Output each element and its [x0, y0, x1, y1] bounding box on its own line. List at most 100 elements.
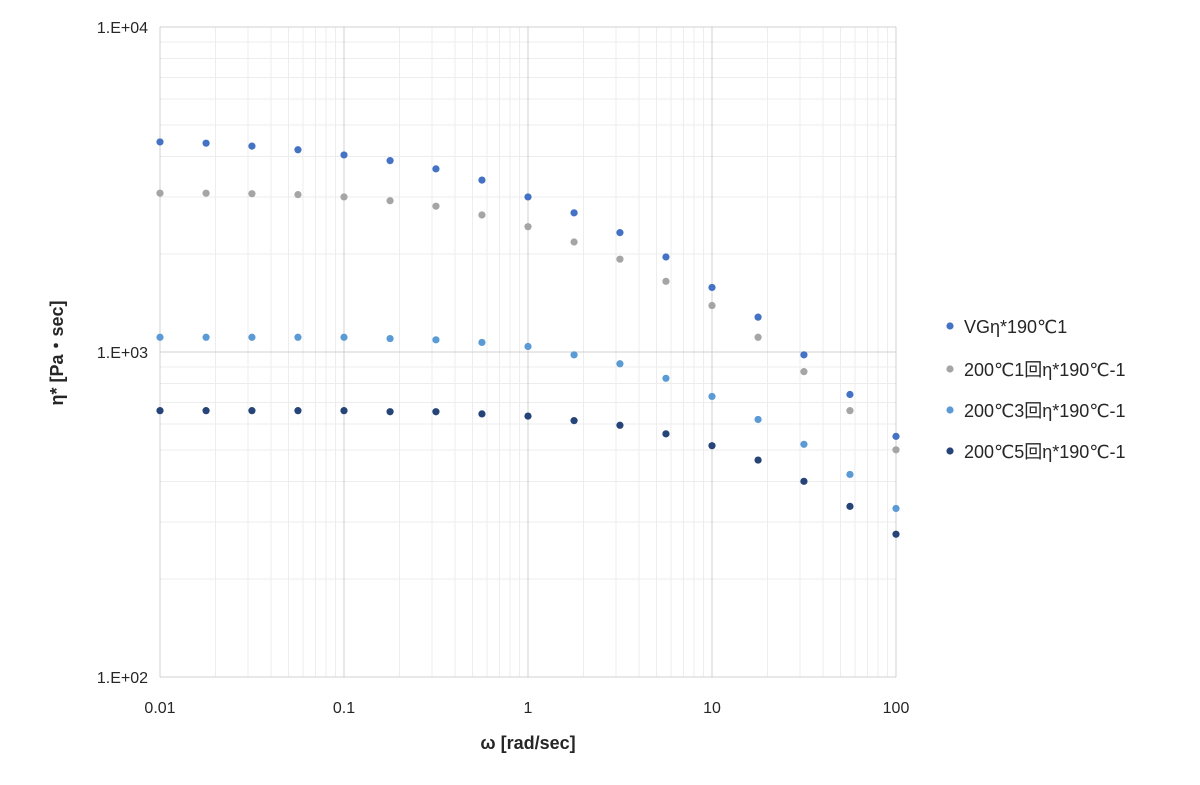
data-point: [662, 277, 670, 285]
data-point: [432, 202, 440, 210]
data-point: [386, 157, 394, 165]
legend-marker: [946, 406, 954, 414]
data-point: [800, 477, 808, 485]
legend-marker: [946, 365, 954, 373]
data-point: [478, 176, 486, 184]
data-point: [524, 412, 532, 420]
data-point: [800, 440, 808, 448]
major-gridlines: [159, 26, 897, 678]
data-point: [340, 193, 348, 201]
data-point: [248, 407, 256, 415]
data-point: [432, 408, 440, 416]
data-point: [708, 301, 716, 310]
data-point: [202, 407, 210, 415]
data-series: [156, 138, 900, 538]
legend-item: 200℃5回η*190℃-1: [946, 442, 1126, 462]
data-point: [754, 313, 762, 321]
data-point: [202, 333, 210, 341]
data-point: [386, 408, 394, 416]
y-tick-label: 1.E+04: [97, 20, 148, 37]
data-point: [386, 334, 394, 343]
legend-marker: [946, 322, 954, 330]
data-point: [616, 421, 624, 429]
legend-label: VGη*190℃1: [964, 317, 1067, 337]
data-point: [892, 504, 900, 513]
data-point: [708, 392, 716, 401]
legend-item: 200℃3回η*190℃-1: [946, 401, 1126, 421]
data-point: [294, 191, 302, 199]
data-point: [294, 333, 302, 341]
data-point: [340, 407, 348, 415]
data-point: [156, 189, 164, 197]
data-point: [846, 390, 854, 399]
legend-marker: [946, 447, 954, 455]
y-axis-title: η* [Pa・sec]: [47, 300, 67, 405]
data-point: [156, 333, 164, 341]
data-point: [662, 374, 670, 382]
data-point: [708, 442, 716, 450]
x-axis-tick-labels: 0.01 0.1 1 10 100: [144, 700, 909, 717]
data-point: [294, 146, 302, 154]
series-4: [156, 407, 900, 538]
x-tick-label: 0.1: [333, 700, 355, 717]
y-tick-label: 1.E+03: [97, 345, 148, 362]
data-point: [754, 456, 762, 464]
x-tick-label: 10: [703, 700, 721, 717]
data-point: [846, 502, 854, 510]
data-point: [616, 255, 624, 263]
data-point: [846, 470, 854, 479]
x-tick-label: 100: [883, 700, 910, 717]
data-point: [570, 417, 578, 425]
data-point: [156, 407, 164, 415]
data-point: [202, 189, 210, 197]
data-point: [892, 446, 900, 454]
data-point: [892, 432, 900, 440]
data-point: [616, 360, 624, 368]
data-point: [340, 333, 348, 341]
data-point: [616, 229, 624, 237]
data-point: [570, 209, 578, 217]
data-point: [800, 368, 808, 376]
data-point: [248, 142, 256, 150]
data-point: [294, 407, 302, 415]
data-point: [524, 342, 532, 351]
legend-item: VGη*190℃1: [946, 317, 1067, 337]
data-point: [570, 238, 578, 246]
data-point: [478, 211, 486, 219]
data-point: [524, 223, 532, 231]
legend-label: 200℃1回η*190℃-1: [964, 360, 1126, 380]
data-point: [156, 138, 164, 146]
data-point: [386, 197, 394, 205]
y-axis-tick-labels: 1.E+02 1.E+03 1.E+04: [97, 20, 148, 687]
data-point: [662, 253, 670, 261]
data-point: [432, 165, 440, 173]
data-point: [248, 190, 256, 198]
data-point: [524, 193, 532, 201]
data-point: [570, 351, 578, 359]
x-axis-title: ω [rad/sec]: [480, 733, 575, 753]
data-point: [754, 333, 762, 341]
data-point: [662, 430, 670, 438]
data-point: [846, 407, 854, 415]
legend: VGη*190℃1 200℃1回η*190℃-1 200℃3回η*190℃-1 …: [946, 317, 1126, 462]
legend-label: 200℃3回η*190℃-1: [964, 401, 1126, 421]
series-1: [156, 138, 900, 440]
data-point: [340, 151, 348, 159]
data-point: [800, 351, 808, 359]
x-tick-label: 1: [524, 700, 533, 717]
legend-label: 200℃5回η*190℃-1: [964, 442, 1126, 462]
data-point: [892, 530, 900, 538]
data-point: [478, 410, 486, 418]
data-point: [754, 415, 762, 424]
legend-item: 200℃1回η*190℃-1: [946, 360, 1126, 380]
x-tick-label: 0.01: [144, 700, 175, 717]
series-3: [156, 333, 900, 513]
series-2: [156, 189, 900, 454]
data-point: [202, 139, 210, 147]
data-point: [708, 283, 716, 292]
data-point: [432, 336, 440, 344]
data-point: [248, 333, 256, 341]
y-tick-label: 1.E+02: [97, 670, 148, 687]
